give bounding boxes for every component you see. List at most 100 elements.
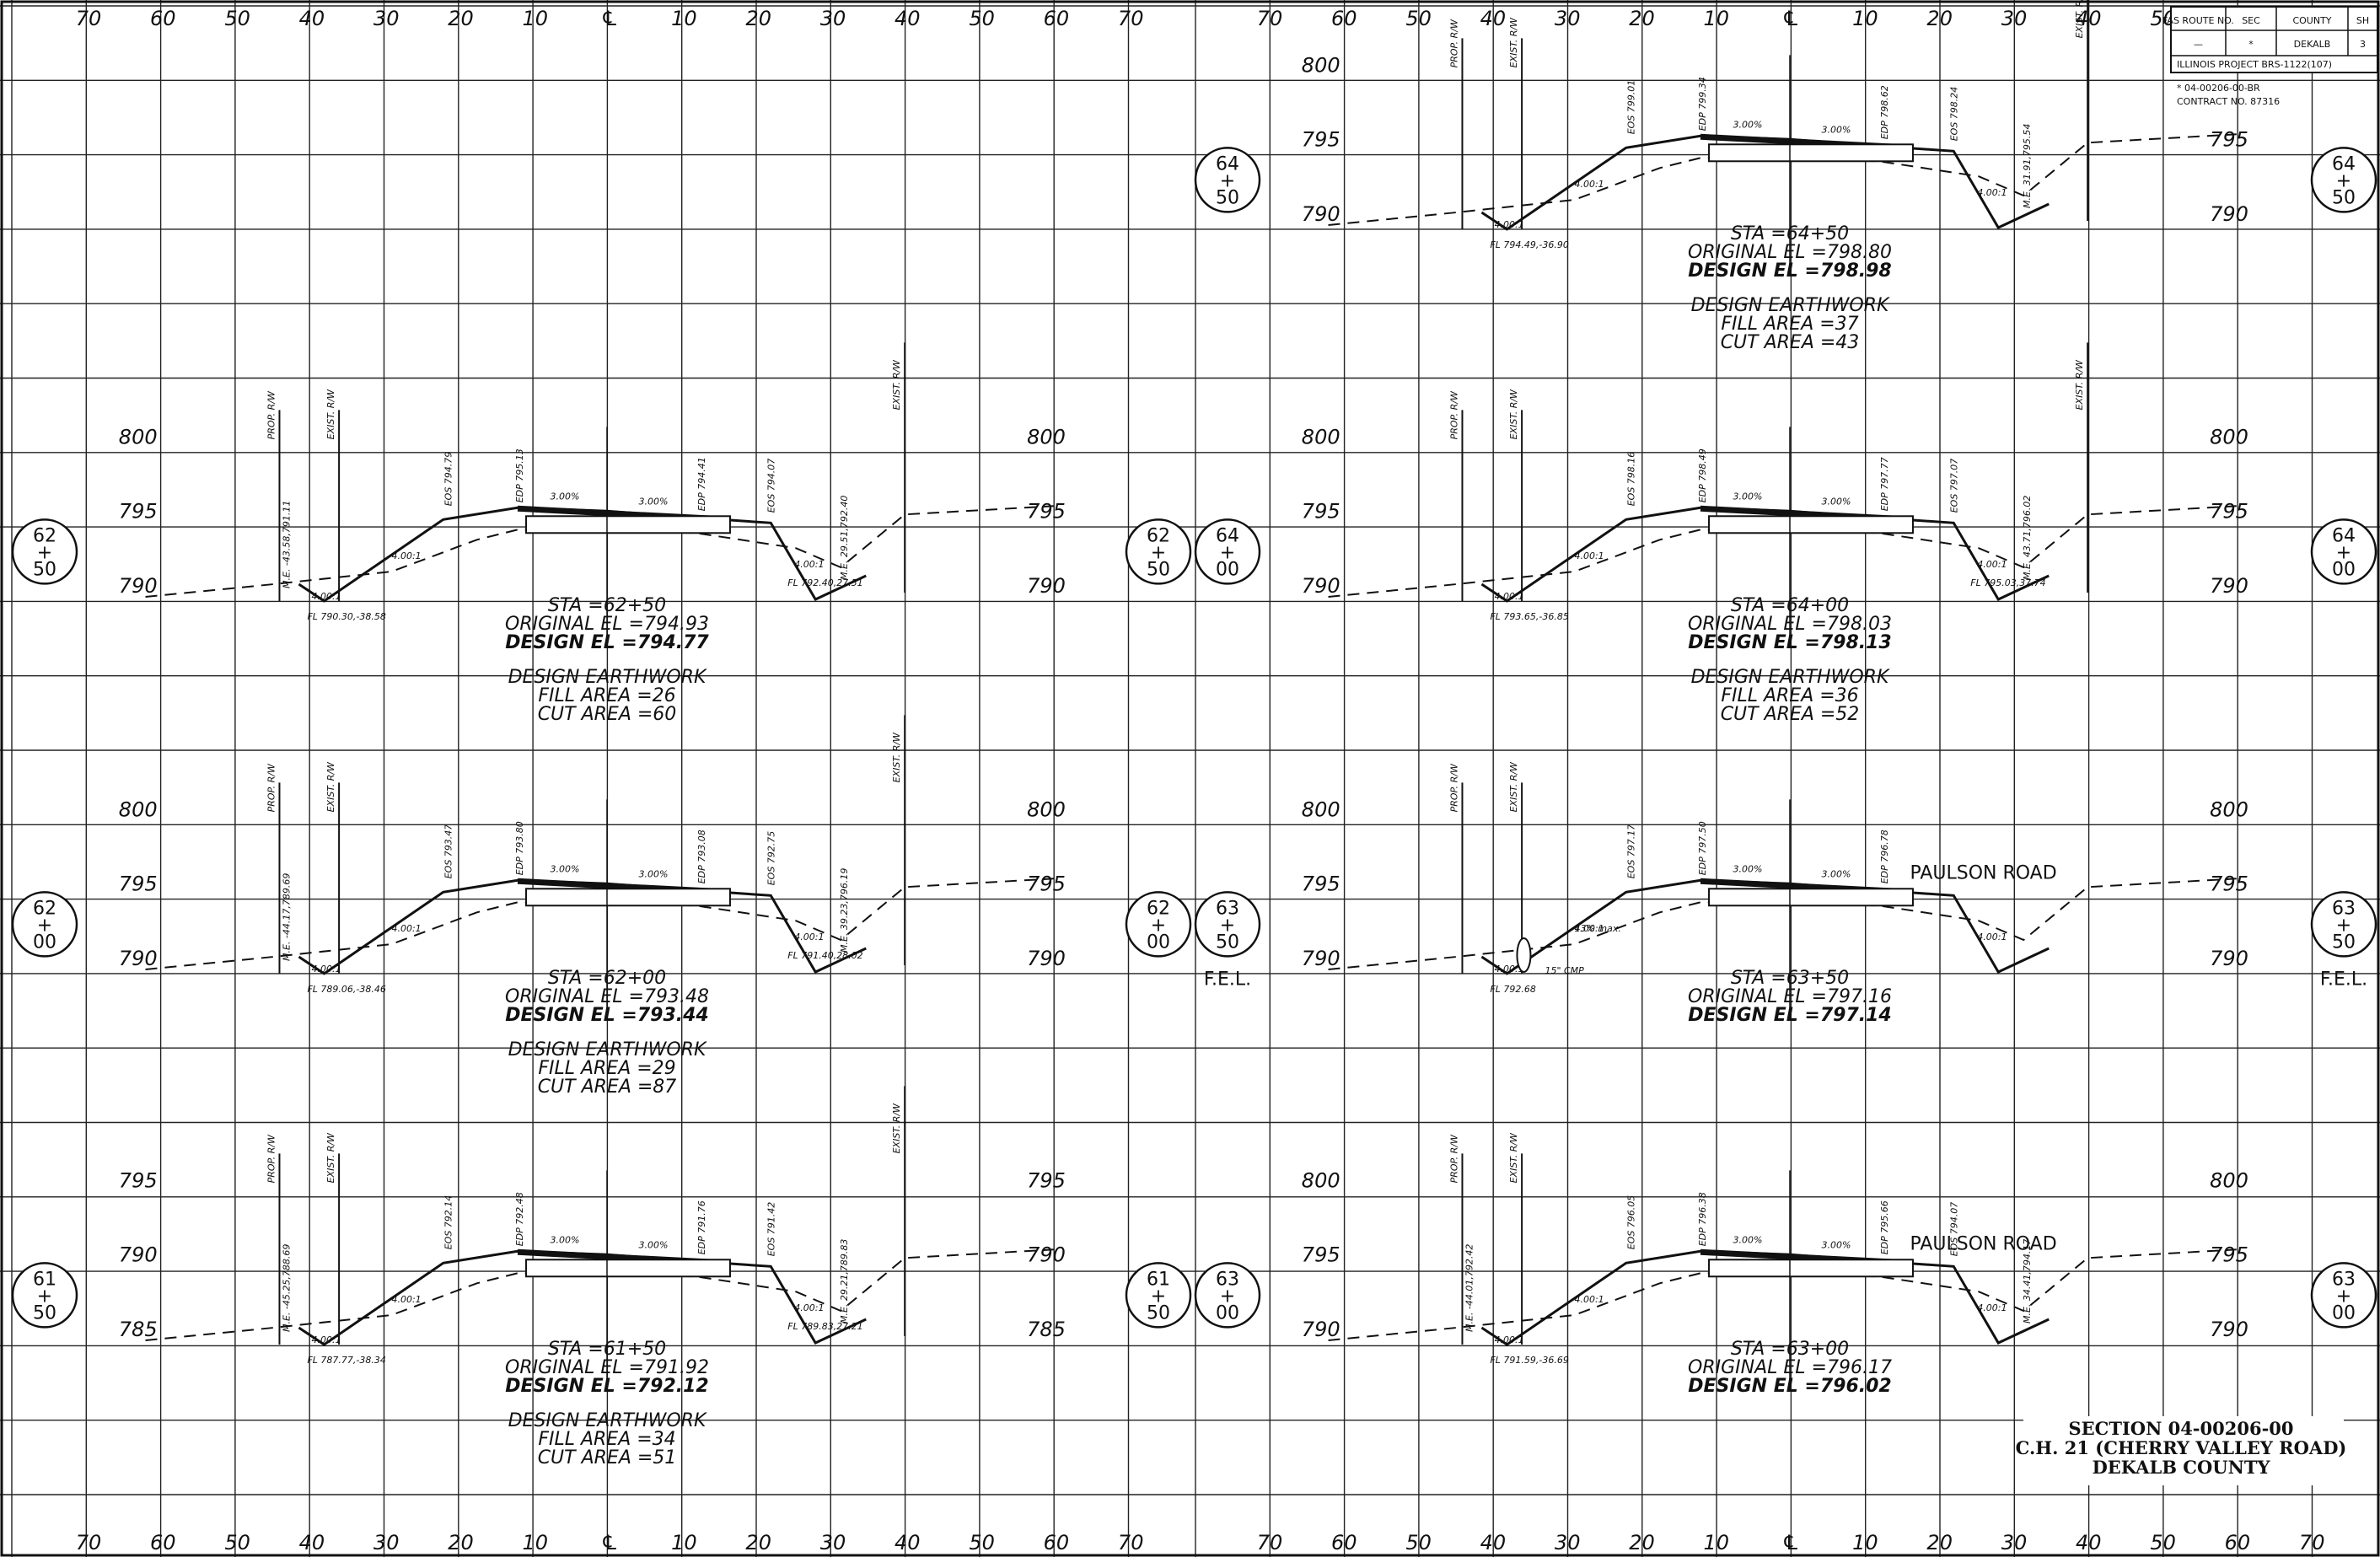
slope-label-right: 4.00:1 [1977,559,2007,570]
design-elevation: DESIGN EL =792.12 [505,1376,708,1397]
offset-tick-label: 20 [448,1531,474,1554]
offset-tick-label: 70 [2299,1531,2325,1554]
flowline-right-label: FL 791.40,28.02 [787,950,862,961]
offset-tick-label: 30 [820,7,846,30]
slope-label-left: 4.00:1 [1574,179,1604,190]
flowline-right-label: FL 792.40,27.51 [787,577,862,588]
eos-left-label: EOS 799.01 [1626,80,1637,135]
cross-slope-right: 3.00% [1822,1239,1851,1250]
offset-tick-label: 70 [1118,1531,1144,1554]
station-marker-top: 62 [33,898,56,919]
station-marker-bottom: 50 [2332,932,2356,953]
slope-label-right: 4.00:1 [1977,187,2007,198]
exist-rw-label-right: EXIST. R/W [891,1103,902,1153]
slope-label-right: 4.00:1 [794,1302,824,1313]
station-marker [2310,518,2377,585]
exist-rw-label: EXIST. R/W [325,1132,336,1183]
station-marker-plus: + [37,1286,52,1307]
prop-rw-label: PROP. R/W [1448,390,1459,439]
design-elevation: DESIGN EL =797.14 [1688,1005,1891,1026]
station-marker-bottom: 50 [33,1302,56,1323]
match-elev-left-label: M.E. -44.17,789.69 [281,873,292,961]
offset-tick-label: 40 [299,7,325,30]
eos-right-label: EOS 794.07 [766,459,776,513]
cut-area: CUT AREA =51 [538,1447,677,1468]
slope-label-left: 4.00:1 [1574,1294,1604,1305]
edp-left-label: EDP 793.80 [514,821,525,875]
offset-tick-label: 50 [1405,7,1432,30]
original-elevation: ORIGINAL EL =796.17 [1688,1357,1892,1378]
fill-area: FILL AREA =37 [1721,314,1858,335]
offset-tick-label: 50 [224,7,250,30]
title-block-header: FAS ROUTE NO. [2162,15,2234,26]
elev-label: 790 [1302,574,1340,598]
elev-label: 795 [2210,872,2248,896]
title-block-value: 3 [2360,39,2366,50]
station-marker-top: 63 [1216,898,1239,919]
footer-line3: DEKALB COUNTY [2093,1457,2271,1478]
station-marker-bottom: 00 [2332,559,2356,580]
fill-area: FILL AREA =34 [538,1429,675,1450]
footer-line1: SECTION 04-00206-00 [2068,1418,2293,1439]
offset-tick-label: 20 [745,7,771,30]
station-note: STA =62+00 [548,968,666,989]
cross-slope-left: 3.00% [551,863,580,874]
slope-label-ditch: 4.00:1 [1494,964,1523,974]
elev-label: 790 [1027,1243,1066,1267]
elev-label: 795 [119,500,158,523]
pavement-structure [1708,515,1914,534]
offset-tick-label: 20 [1629,1531,1655,1554]
footer-bg [2023,1416,2344,1485]
cross-slope-right: 3.00% [1822,496,1851,507]
station-marker [2310,1262,2377,1329]
station-marker-plus: + [2336,915,2351,936]
slope-label-left: 4.00:1 [1574,923,1604,934]
eos-right-label: EOS 794.07 [1948,1202,1959,1257]
exist-rw-label: EXIST. R/W [1508,389,1519,439]
offset-tick-label: 20 [1926,1531,1953,1554]
design-elevation: DESIGN EL =794.77 [505,632,709,653]
slope-label-left: 4.00:1 [391,550,421,561]
offset-tick-label: 60 [1331,1531,1357,1554]
footer-line2: C.H. 21 (CHERRY VALLEY ROAD) [2016,1437,2347,1458]
station-marker-plus: + [1151,1286,1166,1307]
original-elevation: ORIGINAL EL =798.03 [1688,614,1892,635]
offset-tick-label: 50 [1405,1531,1432,1554]
offset-tick-label: 60 [1044,7,1070,30]
design-elevation: DESIGN EL =798.13 [1688,632,1891,653]
cross-section: 80079579080079579064+5064+503.00%3.00%PR… [1194,0,2377,353]
offset-tick-label: 40 [1480,7,1507,30]
offset-tick-label: 10 [1852,7,1878,30]
cross-slope-left: 3.00% [551,491,580,502]
match-elev-right-label: M.E. 34.41,794.17 [2022,1239,2033,1323]
prop-rw-label: PROP. R/W [1448,19,1459,67]
slope-label-ditch: 4.00:1 [1494,219,1523,230]
station-marker-plus: + [1220,915,1235,936]
exist-rw-label-right: EXIST. R/W [891,732,902,782]
elev-label: 795 [2210,1243,2248,1267]
station-marker-top: 63 [2332,1269,2356,1290]
cross-sections: 70 60 50 40 30 20 10 ℄ 10 20 30 40 50 60 70 70 60 50 40 30 2… [11,0,2378,1554]
fill-area: FILL AREA =29 [538,1058,675,1079]
road-label: PAULSON ROAD [1910,1233,2056,1254]
match-elev-left-label: M.E. -43.58,791.11 [281,501,292,588]
station-marker [1194,891,1261,958]
station-marker-bottom: 00 [33,932,56,953]
elev-label: 800 [2210,425,2248,448]
station-marker [1125,518,1192,585]
station-marker-top: 61 [1147,1269,1170,1290]
elev-label: 800 [1027,425,1066,448]
offset-tick-label: 10 [1704,7,1730,30]
elev-label: 790 [119,574,158,598]
prop-rw-label: PROP. R/W [1448,763,1459,812]
match-elev-left-label: M.E. -44.01,792.42 [1464,1244,1475,1332]
station-marker-bottom: 50 [33,559,56,580]
original-elevation: ORIGINAL EL =797.16 [1688,986,1892,1007]
original-elevation: ORIGINAL EL =791.92 [505,1357,709,1378]
cut-area: CUT AREA =87 [538,1076,677,1098]
